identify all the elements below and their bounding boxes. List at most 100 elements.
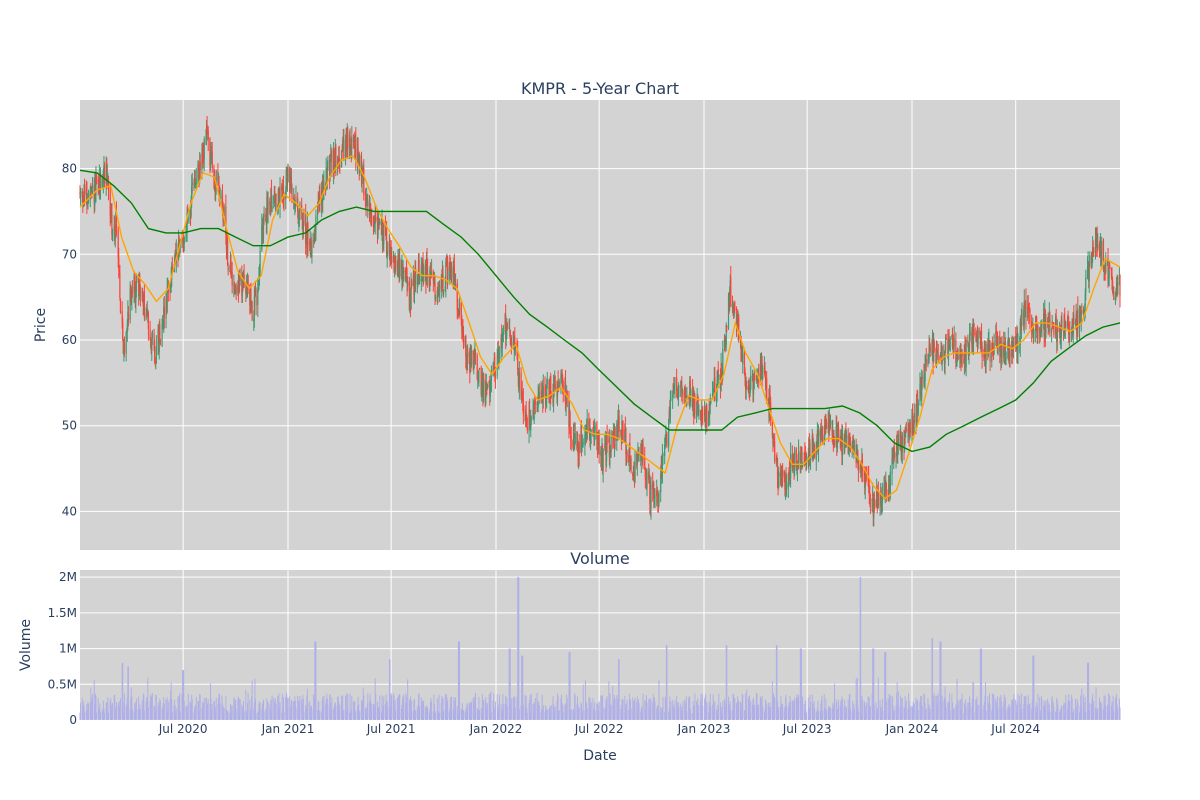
date-x-tick-label: Jul 2023 (782, 722, 832, 736)
volume-bar (123, 693, 125, 720)
volume-bar (390, 706, 392, 720)
candle-body (670, 397, 672, 400)
volume-bar (704, 698, 706, 720)
volume-bar (562, 703, 564, 720)
volume-bar (404, 702, 406, 720)
volume-bar (963, 712, 965, 720)
volume-bar (598, 701, 600, 720)
volume-bar (502, 703, 504, 720)
candle-body (548, 382, 550, 400)
candle-body (489, 379, 491, 396)
volume-bar (416, 706, 418, 720)
candle-body (509, 329, 511, 340)
candle-body (505, 314, 507, 339)
volume-bar (1072, 712, 1074, 720)
volume-bar (800, 648, 802, 720)
candle-body (170, 284, 172, 293)
candle-body (448, 266, 450, 280)
volume-bar (345, 711, 347, 720)
volume-bar (992, 694, 994, 720)
volume-bar (245, 689, 247, 720)
volume-bar (929, 712, 931, 720)
candle-body (919, 381, 922, 383)
volume-bar (578, 708, 580, 720)
volume-bar (584, 680, 586, 720)
volume-bar (518, 709, 520, 720)
volume-bar (746, 689, 748, 720)
volume-bar (1093, 700, 1095, 720)
candle-body (339, 165, 341, 167)
candle-body (422, 259, 424, 285)
candle-body (361, 173, 363, 184)
volume-bar (864, 702, 866, 720)
volume-bar (365, 708, 367, 720)
volume-bar (1081, 688, 1083, 720)
volume-bar (147, 707, 149, 720)
volume-bar (235, 708, 237, 720)
candle-body (617, 413, 620, 418)
volume-bar (821, 695, 823, 720)
volume-bar (773, 696, 775, 720)
candle-body (279, 188, 281, 207)
volume-bar (137, 709, 139, 720)
volume-bar (793, 700, 795, 720)
volume-bar (243, 711, 245, 720)
volume-bar (413, 700, 415, 720)
volume-bar (881, 706, 883, 720)
volume-bar (818, 711, 820, 720)
candle-body (1108, 279, 1110, 284)
volume-bar (1035, 702, 1037, 720)
candle-body (202, 150, 204, 157)
candle-body (190, 205, 192, 217)
volume-bar (955, 704, 957, 720)
candle-body (875, 501, 877, 507)
candle-body (109, 190, 111, 216)
volume-bar (1067, 709, 1069, 720)
candle-body (779, 472, 781, 477)
volume-bar (151, 693, 153, 720)
volume-bar (432, 712, 434, 720)
candle-body (849, 442, 852, 448)
volume-bar (761, 702, 763, 720)
volume-bar (975, 700, 977, 720)
candle-body (924, 363, 926, 382)
volume-bar (1067, 700, 1069, 720)
volume-bar (737, 696, 739, 720)
candle-body (791, 454, 793, 468)
volume-bar (477, 711, 479, 720)
volume-bar (740, 703, 742, 720)
volume-bar (909, 710, 911, 720)
candle-body (110, 208, 112, 216)
volume-bar (217, 704, 219, 720)
volume-bar (564, 704, 566, 720)
candle-body (1061, 319, 1063, 330)
candle-body (953, 345, 955, 349)
volume-bar (612, 699, 614, 720)
candle-body (446, 257, 449, 281)
volume-bar (89, 702, 91, 720)
candle-body (790, 453, 792, 479)
volume-bar (786, 705, 788, 720)
volume-bar (234, 703, 236, 720)
volume-bar (984, 695, 986, 720)
candle-body (608, 438, 611, 457)
candle-body (510, 337, 512, 346)
volume-bar (431, 702, 433, 720)
volume-bar (532, 703, 534, 720)
volume-bar (826, 710, 828, 720)
volume-bar (796, 694, 798, 720)
candle-body (526, 415, 528, 426)
candle-body (97, 178, 99, 185)
volume-bar (1024, 696, 1026, 720)
volume-bar (313, 694, 315, 720)
volume-bar (885, 701, 887, 720)
volume-bar (293, 701, 295, 720)
date-x-tick-label: Jan 2022 (469, 722, 523, 736)
candle-body (277, 205, 279, 209)
volume-bar (848, 693, 850, 720)
volume-bar (446, 697, 448, 720)
volume-bar (363, 695, 365, 720)
volume-bar (765, 701, 767, 720)
candle-body (889, 472, 891, 494)
volume-bar (550, 705, 552, 720)
